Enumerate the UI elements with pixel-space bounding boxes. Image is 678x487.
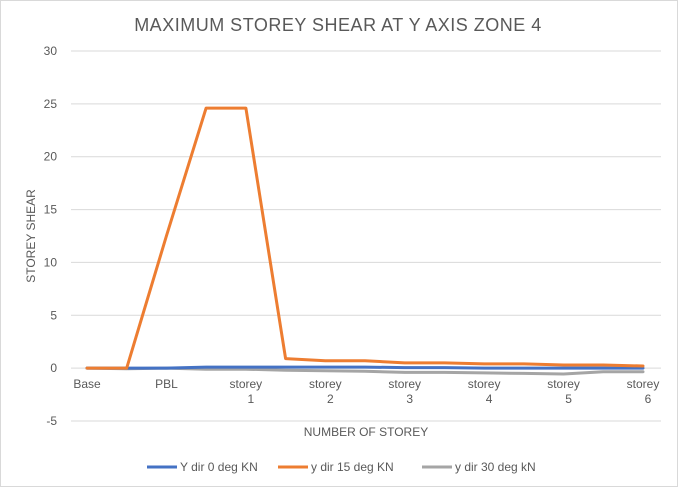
x-tick-label-line2: 2 [327, 392, 334, 406]
legend-label: y dir 15 deg KN [311, 460, 394, 474]
y-tick-label: 0 [50, 361, 57, 375]
x-tick-label-line2: 3 [406, 392, 413, 406]
x-axis-title: NUMBER OF STOREY [304, 425, 428, 439]
y-tick-label: 15 [44, 203, 58, 217]
legend: Y dir 0 deg KN y dir 15 deg KN y dir 30 de… [147, 460, 536, 474]
x-tick-label: storey [230, 377, 263, 391]
series-line-0 [85, 365, 645, 370]
y-tick-label: -5 [46, 414, 57, 428]
x-tick-label-line2: 1 [248, 392, 255, 406]
chart-title: MAXIMUM STOREY SHEAR AT Y AXIS ZONE 4 [134, 15, 542, 35]
x-tick-label: storey [547, 377, 580, 391]
legend-label: y dir 30 deg kN [455, 460, 536, 474]
x-tick-label: Base [73, 377, 101, 391]
x-tick-label-line2: 6 [645, 392, 652, 406]
x-axis-ticks: Base PBL storey1storey2storey3storey4store… [73, 377, 659, 406]
y-tick-label: 5 [50, 308, 57, 322]
y-axis-ticks: -5 0 5 10 15 20 25 30 [44, 44, 58, 428]
x-tick-label: storey [388, 377, 421, 391]
x-tick-label: storey [627, 377, 660, 391]
x-tick-label: storey [309, 377, 342, 391]
legend-label: Y dir 0 deg KN [180, 460, 258, 474]
x-tick-label-line2: 4 [486, 392, 493, 406]
x-tick-label-line2: 5 [565, 392, 572, 406]
series-lines [85, 106, 645, 376]
y-tick-label: 25 [44, 97, 58, 111]
series-line-1 [85, 106, 645, 370]
x-tick-label: storey [468, 377, 501, 391]
x-tick-label: PBL [155, 377, 178, 391]
y-tick-label: 10 [44, 255, 58, 269]
y-axis-title: STOREY SHEAR [24, 189, 38, 283]
y-tick-label: 20 [44, 150, 58, 164]
y-tick-label: 30 [44, 44, 58, 58]
